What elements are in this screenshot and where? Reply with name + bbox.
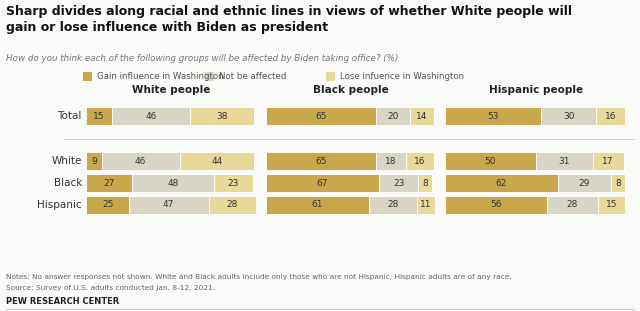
Bar	[86, 107, 112, 125]
Text: 29: 29	[579, 179, 590, 188]
Text: Total: Total	[58, 111, 82, 121]
Bar	[445, 196, 547, 214]
Text: PEW RESEARCH CENTER: PEW RESEARCH CENTER	[6, 297, 120, 306]
Bar	[86, 152, 102, 170]
Text: 8: 8	[422, 179, 428, 188]
Text: 48: 48	[167, 179, 179, 188]
Text: Sharp divides along racial and ethnic lines in views of whether White people wil: Sharp divides along racial and ethnic li…	[6, 5, 572, 34]
Bar	[445, 174, 558, 192]
Bar	[132, 174, 214, 192]
Text: Not be affected: Not be affected	[219, 72, 286, 81]
Text: 46: 46	[145, 112, 157, 121]
Bar	[205, 72, 214, 81]
Text: 15: 15	[606, 201, 618, 209]
Text: 28: 28	[387, 201, 399, 209]
Bar	[593, 152, 623, 170]
Text: Source: Survey of U.S. adults conducted Jan. 8-12, 2021.: Source: Survey of U.S. adults conducted …	[6, 285, 216, 291]
Bar	[445, 152, 536, 170]
Text: Notes: No answer responses not shown. White and Black adults include only those : Notes: No answer responses not shown. Wh…	[6, 274, 512, 280]
Bar	[596, 107, 625, 125]
Text: 67: 67	[317, 179, 328, 188]
Text: Black: Black	[54, 178, 82, 188]
Text: 65: 65	[315, 112, 326, 121]
Bar	[541, 107, 596, 125]
Text: Hispanic: Hispanic	[37, 200, 82, 210]
Text: How do you think each of the following groups will be affected by Biden taking o: How do you think each of the following g…	[6, 54, 399, 63]
Bar	[417, 196, 435, 214]
Text: 44: 44	[211, 157, 223, 166]
Bar	[558, 174, 611, 192]
Bar	[376, 152, 406, 170]
Bar	[102, 152, 180, 170]
Bar	[86, 174, 132, 192]
Text: White: White	[52, 156, 82, 166]
Bar	[611, 174, 625, 192]
Bar	[180, 152, 254, 170]
Text: Black people: Black people	[312, 85, 388, 95]
Bar	[86, 196, 129, 214]
Text: 18: 18	[385, 157, 397, 166]
Text: 27: 27	[104, 179, 115, 188]
Text: 53: 53	[488, 112, 499, 121]
Bar	[266, 174, 380, 192]
Bar	[266, 196, 369, 214]
Bar	[209, 196, 256, 214]
Text: 20: 20	[387, 112, 399, 121]
Bar	[445, 107, 541, 125]
Bar	[369, 196, 417, 214]
Bar	[406, 152, 433, 170]
Text: 65: 65	[315, 157, 326, 166]
Text: 16: 16	[414, 157, 426, 166]
Text: 17: 17	[602, 157, 614, 166]
Text: 61: 61	[312, 201, 323, 209]
Text: Lose infuence in Washington: Lose infuence in Washington	[340, 72, 465, 81]
Bar	[536, 152, 593, 170]
Text: 47: 47	[163, 201, 174, 209]
Bar	[112, 107, 190, 125]
Text: 9: 9	[91, 157, 97, 166]
Text: 14: 14	[416, 112, 428, 121]
Text: 11: 11	[420, 201, 431, 209]
Text: 28: 28	[567, 201, 578, 209]
Text: 15: 15	[93, 112, 105, 121]
Text: 46: 46	[135, 157, 147, 166]
Bar	[83, 72, 92, 81]
Text: 56: 56	[490, 201, 502, 209]
Text: 38: 38	[216, 112, 228, 121]
Bar	[598, 196, 625, 214]
Bar	[419, 174, 432, 192]
Text: White people: White people	[132, 85, 211, 95]
Text: Hispanic people: Hispanic people	[489, 85, 583, 95]
Text: 62: 62	[495, 179, 507, 188]
Bar	[547, 196, 598, 214]
Bar	[266, 107, 376, 125]
Text: 8: 8	[615, 179, 621, 188]
Bar	[326, 72, 335, 81]
Text: 31: 31	[559, 157, 570, 166]
Bar	[410, 107, 433, 125]
Text: 16: 16	[605, 112, 616, 121]
Bar	[266, 152, 376, 170]
Bar	[214, 174, 253, 192]
Text: Gain influence in Washington: Gain influence in Washington	[97, 72, 224, 81]
Text: 50: 50	[484, 157, 496, 166]
Bar	[380, 174, 419, 192]
Text: 28: 28	[227, 201, 238, 209]
Text: 25: 25	[102, 201, 113, 209]
Text: 30: 30	[563, 112, 575, 121]
Bar	[376, 107, 410, 125]
Text: 23: 23	[227, 179, 239, 188]
Text: 23: 23	[393, 179, 404, 188]
Bar	[129, 196, 209, 214]
Bar	[190, 107, 254, 125]
